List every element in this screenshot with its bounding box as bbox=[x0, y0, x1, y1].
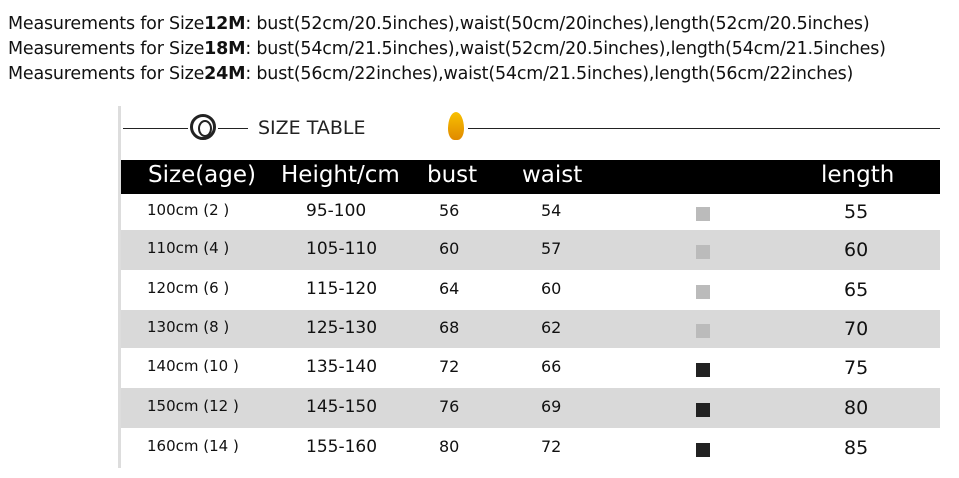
cell-bust: 56 bbox=[439, 201, 460, 220]
table-row: 150cm (12 ) 145-150 76 69 80 bbox=[121, 388, 940, 428]
redacted-mark bbox=[696, 207, 710, 221]
table-row: 140cm (10 ) 135-140 72 66 75 bbox=[121, 348, 940, 388]
details: : bust(56cm/22inches),waist(54cm/21.5inc… bbox=[245, 64, 854, 84]
size: 18M bbox=[204, 39, 246, 59]
header-size: Size(age) bbox=[148, 162, 257, 188]
prefix: Measurements for Size bbox=[8, 64, 205, 84]
cell-size: 150cm (12 ) bbox=[147, 397, 239, 415]
redacted-mark bbox=[696, 324, 710, 338]
measurement-line-12m: Measurements for Size12M: bust(52cm/20.5… bbox=[8, 14, 870, 34]
header-bust: bust bbox=[427, 162, 478, 188]
cell-waist: 60 bbox=[541, 279, 562, 298]
header-height: Height/cm bbox=[281, 162, 400, 188]
cell-bust: 72 bbox=[439, 357, 460, 376]
table-row: 110cm (4 ) 105-110 60 57 60 bbox=[121, 230, 940, 270]
redacted-mark bbox=[696, 245, 710, 259]
redacted-mark bbox=[696, 443, 710, 457]
cell-waist: 72 bbox=[541, 437, 562, 456]
measurement-line-24m: Measurements for Size24M: bust(56cm/22in… bbox=[8, 64, 853, 84]
measurement-line-18m: Measurements for Size18M: bust(54cm/21.5… bbox=[8, 39, 886, 59]
cell-size: 110cm (4 ) bbox=[147, 239, 230, 257]
cell-size: 120cm (6 ) bbox=[147, 279, 230, 297]
cell-height: 135-140 bbox=[306, 357, 378, 377]
cell-length: 65 bbox=[844, 279, 869, 301]
cell-bust: 60 bbox=[439, 239, 460, 258]
table-title: SIZE TABLE bbox=[258, 117, 366, 139]
details: : bust(52cm/20.5inches),waist(50cm/20inc… bbox=[245, 14, 870, 34]
cell-length: 55 bbox=[844, 201, 869, 223]
cell-length: 85 bbox=[844, 437, 869, 459]
divider bbox=[468, 128, 940, 129]
divider bbox=[123, 128, 188, 129]
cell-height: 125-130 bbox=[306, 318, 378, 338]
redacted-mark bbox=[696, 285, 710, 299]
logo-icon bbox=[190, 114, 216, 140]
cell-height: 105-110 bbox=[306, 239, 378, 259]
redacted-mark bbox=[696, 363, 710, 377]
cell-waist: 62 bbox=[541, 318, 562, 337]
cell-waist: 57 bbox=[541, 239, 562, 258]
cell-bust: 68 bbox=[439, 318, 460, 337]
prefix: Measurements for Size bbox=[8, 14, 205, 34]
cell-waist: 69 bbox=[541, 397, 562, 416]
divider bbox=[118, 106, 121, 468]
cell-size: 100cm (2 ) bbox=[147, 201, 230, 219]
cell-length: 70 bbox=[844, 318, 869, 340]
size-table-image: SIZE TABLE Size(age) Height/cm bust wais… bbox=[118, 106, 940, 468]
header-length: length bbox=[821, 162, 895, 188]
divider bbox=[218, 128, 248, 129]
cell-size: 130cm (8 ) bbox=[147, 318, 230, 336]
header-waist: waist bbox=[522, 162, 583, 188]
table-header: Size(age) Height/cm bust waist length bbox=[121, 160, 940, 194]
cell-size: 160cm (14 ) bbox=[147, 437, 239, 455]
cell-length: 80 bbox=[844, 397, 869, 419]
cell-bust: 80 bbox=[439, 437, 460, 456]
size: 12M bbox=[204, 14, 246, 34]
cell-waist: 54 bbox=[541, 201, 562, 220]
cell-waist: 66 bbox=[541, 357, 562, 376]
cell-size: 140cm (10 ) bbox=[147, 357, 239, 375]
table-row: 130cm (8 ) 125-130 68 62 70 bbox=[121, 310, 940, 348]
cell-height: 155-160 bbox=[306, 437, 378, 457]
table-row: 100cm (2 ) 95-100 56 54 55 bbox=[121, 194, 940, 230]
cell-height: 115-120 bbox=[306, 279, 378, 299]
redacted-mark bbox=[696, 403, 710, 417]
flame-icon bbox=[448, 112, 464, 140]
cell-length: 75 bbox=[844, 357, 869, 379]
details: : bust(54cm/21.5inches),waist(52cm/20.5i… bbox=[245, 39, 886, 59]
cell-length: 60 bbox=[844, 239, 869, 261]
cell-height: 145-150 bbox=[306, 397, 378, 417]
table-row: 160cm (14 ) 155-160 80 72 85 bbox=[121, 428, 940, 468]
cell-bust: 64 bbox=[439, 279, 460, 298]
table-row: 120cm (6 ) 115-120 64 60 65 bbox=[121, 270, 940, 310]
cell-bust: 76 bbox=[439, 397, 460, 416]
size: 24M bbox=[204, 64, 246, 84]
cell-height: 95-100 bbox=[306, 201, 367, 221]
prefix: Measurements for Size bbox=[8, 39, 205, 59]
